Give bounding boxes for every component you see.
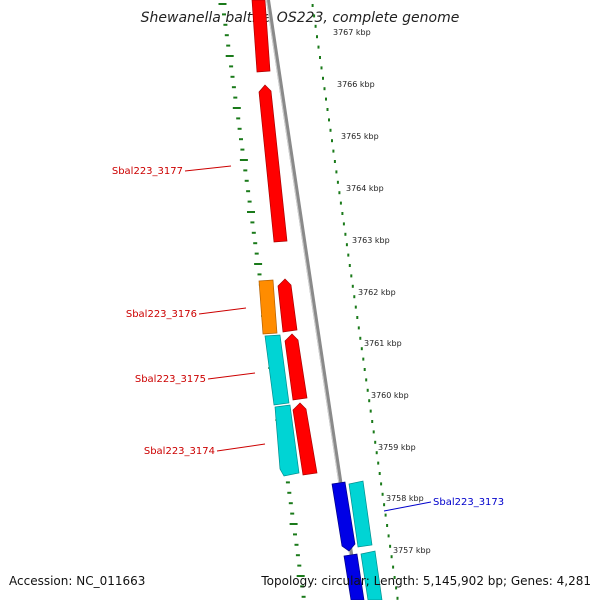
kbp-label: 3757 kbp	[393, 546, 431, 555]
gene-cyan-3175[interactable]	[264, 334, 290, 406]
gene-cyan-bottom[interactable]	[360, 550, 383, 600]
gene-cyan-3174[interactable]	[274, 404, 300, 477]
gene-label-3175[interactable]: Sbal223_3175	[135, 374, 206, 385]
kbp-label: 3761 kbp	[364, 339, 402, 348]
kbp-ruler: 3767 kbp 3766 kbp 3765 kbp 3764 kbp 3763…	[333, 28, 431, 555]
gene-orange[interactable]	[258, 279, 278, 335]
label-connectors	[184, 165, 432, 512]
gene-label-3174[interactable]: Sbal223_3174	[144, 446, 215, 457]
kbp-label: 3758 kbp	[386, 494, 424, 503]
gene-red-top[interactable]	[251, 0, 271, 73]
tick-tracks	[218, 3, 399, 600]
gene-blue-bottom[interactable]	[343, 553, 365, 600]
gene-track-right	[331, 480, 383, 600]
gene-label-3176[interactable]: Sbal223_3176	[126, 309, 197, 320]
kbp-label: 3765 kbp	[341, 132, 379, 141]
gene-label-3177[interactable]: Sbal223_3177	[112, 166, 183, 177]
kbp-label: 3760 kbp	[371, 391, 409, 400]
gene-red-3174[interactable]	[292, 402, 318, 476]
kbp-label: 3767 kbp	[333, 28, 371, 37]
gene-red-3175[interactable]	[284, 333, 308, 401]
gene-cyan-3173[interactable]	[348, 480, 373, 548]
kbp-label: 3759 kbp	[378, 443, 416, 452]
gene-blue-3173[interactable]	[331, 481, 356, 552]
kbp-label: 3762 kbp	[358, 288, 396, 297]
kbp-label: 3766 kbp	[337, 80, 375, 89]
gene-label-3173[interactable]: Sbal223_3173	[433, 497, 504, 508]
gene-red-3176[interactable]	[277, 278, 298, 333]
kbp-label: 3764 kbp	[346, 184, 384, 193]
gene-red-3177[interactable]	[258, 84, 288, 243]
gene-track-reverse	[258, 279, 300, 477]
kbp-label: 3763 kbp	[352, 236, 390, 245]
map-title: Shewanella baltica OS223, complete genom…	[140, 10, 460, 26]
gene-track-forward	[251, 0, 318, 476]
gene-labels: Sbal223_3177 Sbal223_3176 Sbal223_3175 S…	[112, 166, 504, 508]
genome-summary-text: Topology: circular; Length: 5,145,902 bp…	[261, 574, 591, 588]
accession-text: Accession: NC_011663	[9, 574, 146, 588]
